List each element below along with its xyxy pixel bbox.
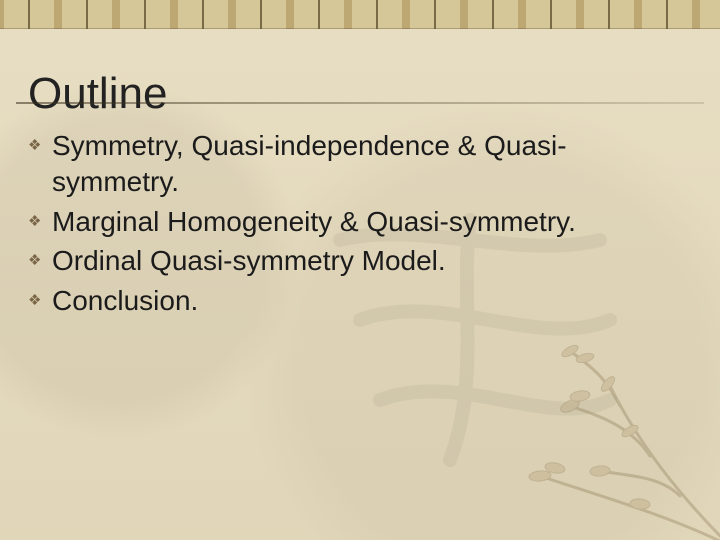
bullet-item: ❖ Symmetry, Quasi-independence & Quasi-s… — [28, 128, 684, 200]
diamond-bullet-icon: ❖ — [28, 253, 41, 268]
diamond-bullet-icon: ❖ — [28, 214, 41, 229]
bullet-text: Conclusion. — [52, 285, 198, 316]
bullet-text: Marginal Homogeneity & Quasi-symmetry. — [52, 206, 576, 237]
decorative-top-border — [0, 0, 720, 29]
title-divider — [16, 102, 704, 104]
bullet-text: Symmetry, Quasi-independence & Quasi-sym… — [52, 130, 567, 197]
bullet-item: ❖ Marginal Homogeneity & Quasi-symmetry. — [28, 204, 684, 240]
slide: Outline ❖ Symmetry, Quasi-independence &… — [0, 0, 720, 540]
bullet-text: Ordinal Quasi-symmetry Model. — [52, 245, 446, 276]
slide-title: Outline — [28, 69, 692, 120]
decorative-branch-icon — [430, 246, 720, 540]
diamond-bullet-icon: ❖ — [28, 138, 41, 153]
diamond-bullet-icon: ❖ — [28, 293, 41, 308]
